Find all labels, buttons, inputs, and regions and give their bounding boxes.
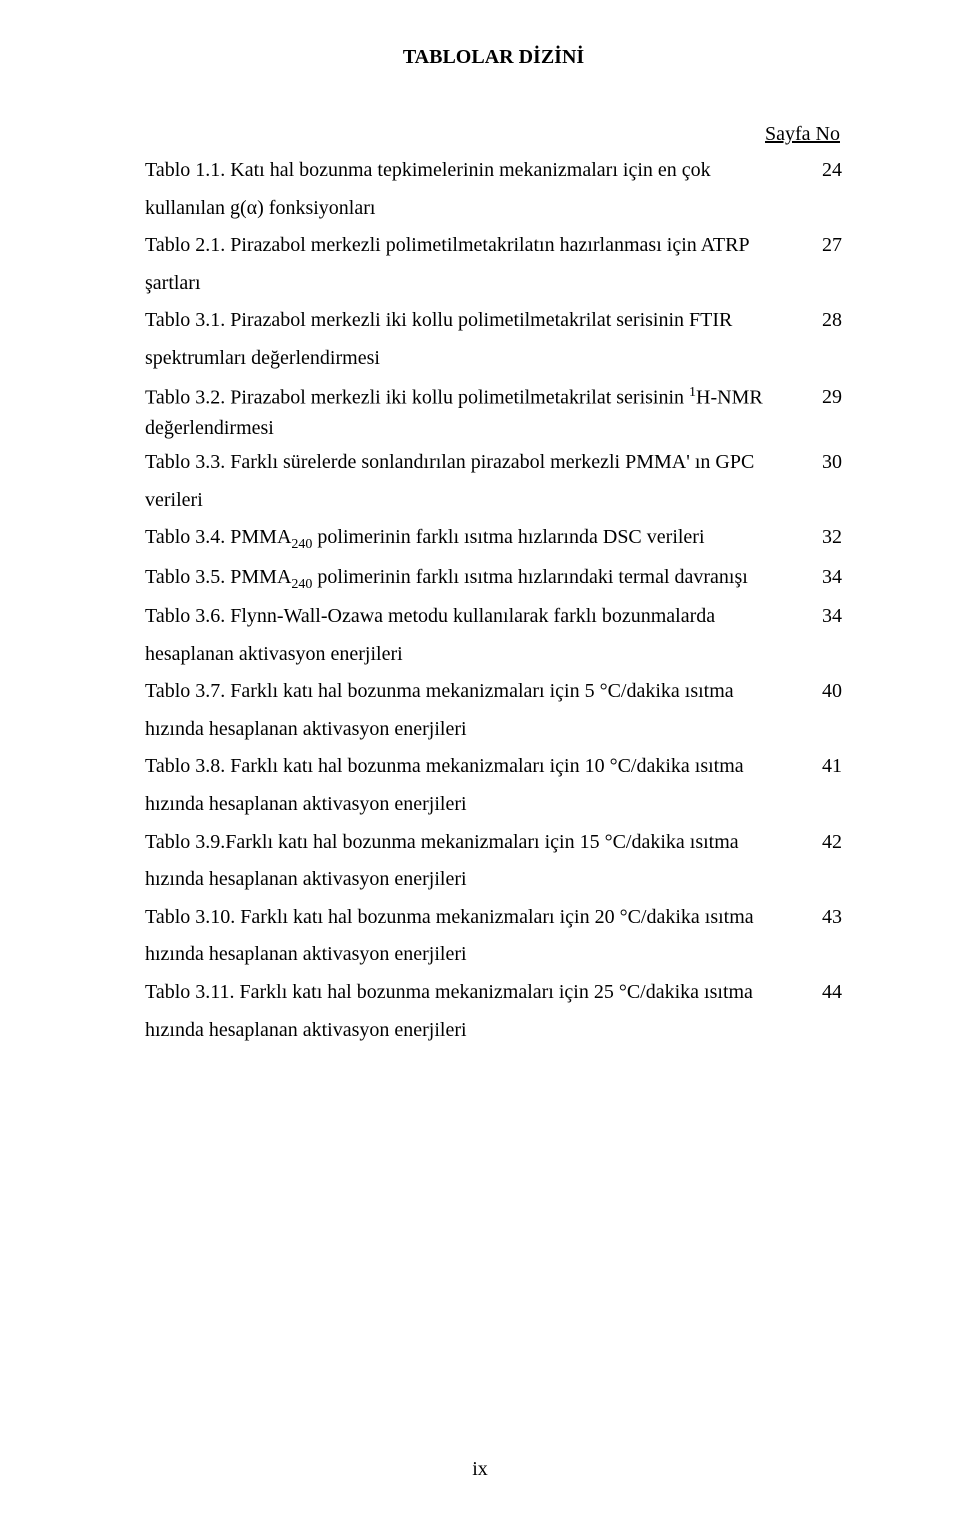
toc-text: Tablo 3.10. Farklı katı hal bozunma meka… [145,899,788,937]
toc-text-continuation: şartları [145,265,842,303]
toc-entry: Tablo 2.1. Pirazabol merkezli polimetilm… [145,227,842,265]
toc-entry: Tablo 3.6. Flynn-Wall-Ozawa metodu kulla… [145,598,842,636]
toc-text: Tablo 1.1. Katı hal bozunma tepkimelerin… [145,152,788,190]
toc-text: Tablo 3.9.Farklı katı hal bozunma mekani… [145,824,788,862]
toc-entry: Tablo 1.1. Katı hal bozunma tepkimelerin… [145,152,842,190]
toc-page-number: 32 [788,519,842,557]
toc-page-number: 44 [788,974,842,1012]
toc-page-number: 41 [788,748,842,786]
toc-text: Tablo 3.7. Farklı katı hal bozunma mekan… [145,673,788,711]
toc-page-number: 24 [788,152,842,190]
toc-entry: Tablo 3.11. Farklı katı hal bozunma meka… [145,974,842,1012]
toc-page-number: 40 [788,673,842,711]
toc-text: Tablo 3.11. Farklı katı hal bozunma meka… [145,974,788,1012]
toc-page-number: 29 [788,382,842,413]
toc-text-post: H-NMR [696,386,763,408]
page-title: TABLOLAR DİZİNİ [145,46,842,69]
toc-text-pre: Tablo 3.2. Pirazabol merkezli iki kollu … [145,386,689,408]
toc-page-number: 43 [788,899,842,937]
page-number-column-label: Sayfa No [145,123,842,146]
toc-text: Tablo 3.2. Pirazabol merkezli iki kollu … [145,382,788,414]
toc-page-number: 34 [788,598,842,636]
toc-text-continuation: hızında hesaplanan aktivasyon enerjileri [145,711,842,749]
toc-text-continuation: hızında hesaplanan aktivasyon enerjileri [145,1012,842,1050]
toc-text: Tablo 3.8. Farklı katı hal bozunma mekan… [145,748,788,786]
toc-text-continuation: kullanılan g(α) fonksiyonları [145,190,842,228]
toc-entry: Tablo 3.3. Farklı sürelerde sonlandırıla… [145,444,842,482]
toc-entry: Tablo 3.5. PMMA240 polimerinin farklı ıs… [145,559,842,598]
toc-text: Tablo 3.5. PMMA240 polimerinin farklı ıs… [145,559,788,598]
toc-page-number: 27 [788,227,842,265]
toc-text-continuation: hızında hesaplanan aktivasyon enerjileri [145,786,842,824]
toc-text-continuation: hızında hesaplanan aktivasyon enerjileri [145,861,842,899]
toc-text-continuation: değerlendirmesi [145,413,842,444]
toc-page-number: 42 [788,824,842,862]
toc-page-number: 30 [788,444,842,482]
toc-text: Tablo 3.1. Pirazabol merkezli iki kollu … [145,302,788,340]
toc-text: Tablo 2.1. Pirazabol merkezli polimetilm… [145,227,788,265]
toc-entry: Tablo 3.10. Farklı katı hal bozunma meka… [145,899,842,937]
toc-entry: Tablo 3.9.Farklı katı hal bozunma mekani… [145,824,842,862]
toc-text-continuation: verileri [145,482,842,520]
document-page: TABLOLAR DİZİNİ Sayfa No Tablo 1.1. Katı… [0,0,960,1533]
toc-entry: Tablo 3.2. Pirazabol merkezli iki kollu … [145,382,842,414]
toc-text: Tablo 3.3. Farklı sürelerde sonlandırıla… [145,444,788,482]
toc-text-post: polimerinin farklı ısıtma hızlarında DSC… [312,526,704,548]
toc-text-continuation: hesaplanan aktivasyon enerjileri [145,636,842,674]
toc-text: Tablo 3.4. PMMA240 polimerinin farklı ıs… [145,519,788,558]
toc-text-pre: Tablo 3.4. PMMA [145,526,291,548]
toc-text-pre: Tablo 3.5. PMMA [145,566,291,588]
toc-entry: Tablo 3.1. Pirazabol merkezli iki kollu … [145,302,842,340]
page-footer-number: ix [0,1458,960,1481]
subscript: 240 [291,537,312,552]
toc-text-continuation: hızında hesaplanan aktivasyon enerjileri [145,936,842,974]
toc-page-number: 34 [788,559,842,597]
toc-text-continuation: spektrumları değerlendirmesi [145,340,842,378]
toc-page-number: 28 [788,302,842,340]
superscript: 1 [689,385,696,400]
subscript: 240 [291,577,312,592]
toc-entry: Tablo 3.7. Farklı katı hal bozunma mekan… [145,673,842,711]
toc-entry: Tablo 3.4. PMMA240 polimerinin farklı ıs… [145,519,842,558]
toc-text: Tablo 3.6. Flynn-Wall-Ozawa metodu kulla… [145,598,788,636]
toc-entry: Tablo 3.8. Farklı katı hal bozunma mekan… [145,748,842,786]
toc-text-post: polimerinin farklı ısıtma hızlarındaki t… [312,566,747,588]
